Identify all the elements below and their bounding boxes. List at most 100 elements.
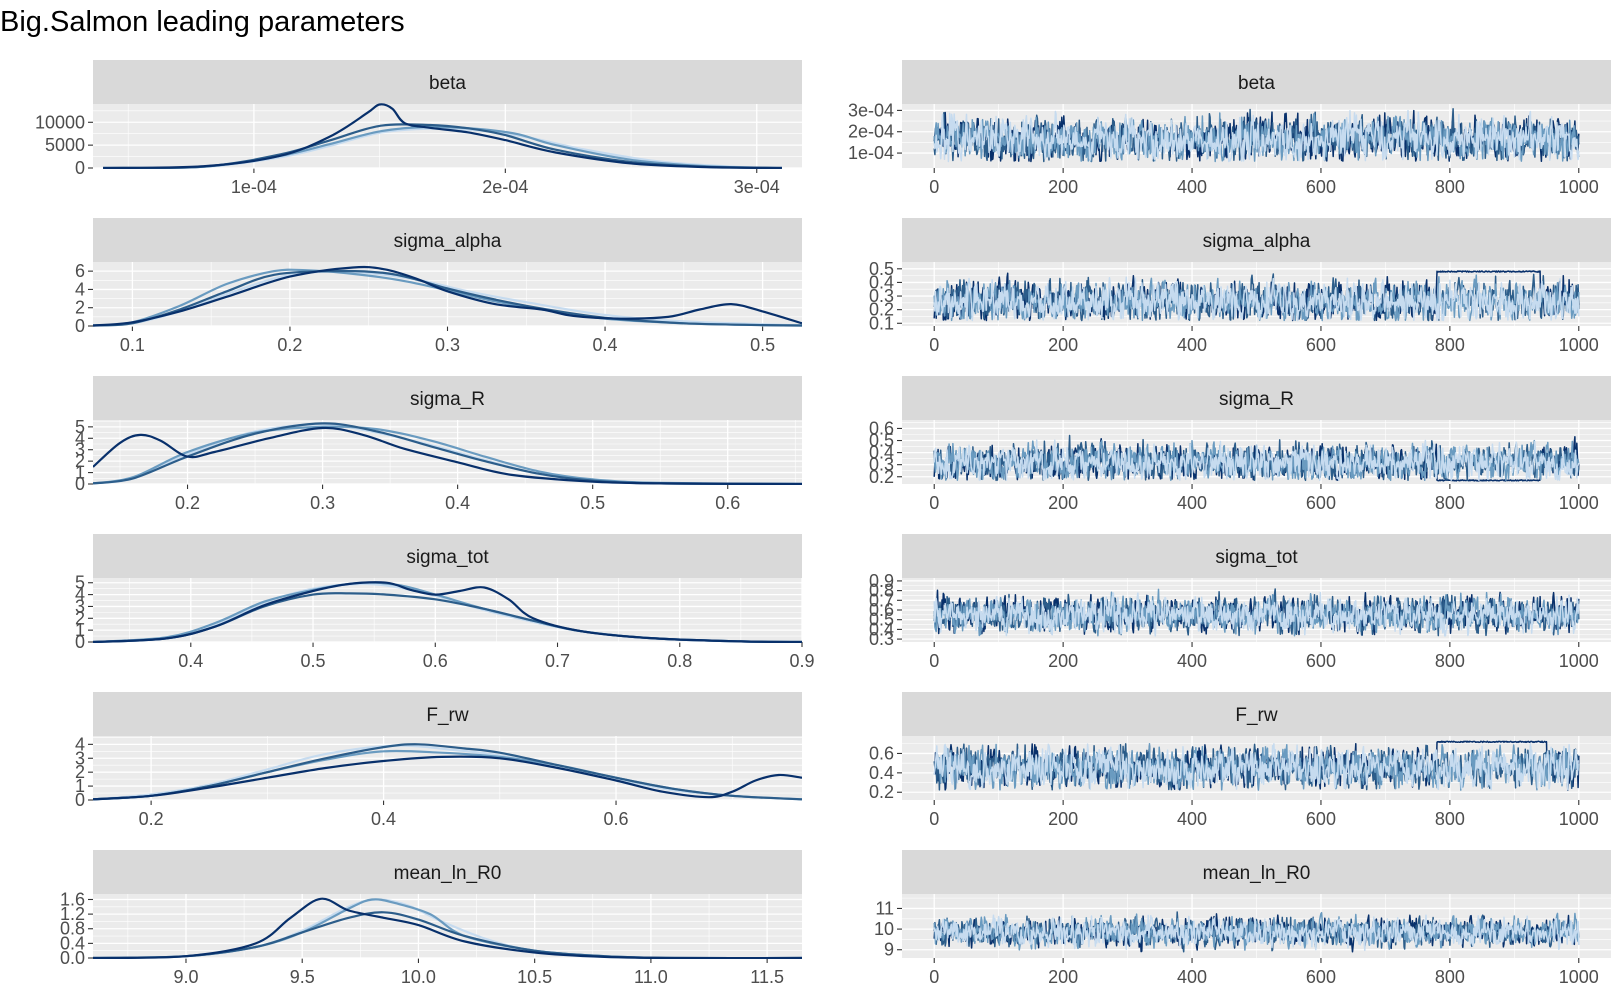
x-tick-label: 0: [929, 335, 939, 355]
x-tick-label: 1000: [1559, 651, 1599, 671]
facet-strip: [902, 534, 1611, 578]
y-tick-label: 2: [75, 298, 85, 318]
x-tick-label: 1000: [1559, 493, 1599, 513]
facet-strip-label: F_rw: [426, 705, 469, 726]
x-tick-label: 400: [1177, 335, 1207, 355]
y-tick-label: 0.5: [869, 610, 894, 630]
facet-strip: [902, 376, 1611, 420]
x-tick-label: 3e-04: [734, 177, 780, 197]
panel-beta-density: beta 1e-04 2e-04 3e-04 0 5000 10000: [35, 60, 802, 197]
y-tick-label: 10000: [35, 112, 85, 132]
facet-strip: [93, 60, 802, 104]
x-tick-label: 0.2: [139, 809, 164, 829]
y-tick-label: 3e-04: [848, 100, 894, 120]
facet-strip: [93, 376, 802, 420]
x-tick-label: 800: [1435, 177, 1465, 197]
density-line-chain-1: [93, 755, 802, 801]
y-tick-label: 4: [75, 585, 85, 605]
x-tick-label: 0: [929, 493, 939, 513]
y-tick-label: 0.2: [869, 782, 894, 802]
y-tick-label: 0.2: [869, 467, 894, 487]
y-tick-label: 0: [75, 790, 85, 810]
x-tick-label: 0.8: [667, 651, 692, 671]
y-tick-label: 5: [75, 573, 85, 593]
facet-strip-label: sigma_R: [1219, 389, 1294, 410]
facet-strip-label: sigma_tot: [1215, 547, 1298, 568]
x-tick-label: 0: [929, 177, 939, 197]
y-tick-label: 0.5: [869, 259, 894, 279]
facet-strip-label: F_rw: [1235, 705, 1278, 726]
trace-line-chain-4: [933, 591, 1580, 637]
y-tick-label: 0: [75, 632, 85, 652]
panel-sigma_alpha-trace: sigma_alpha 0 200 400 600 800 1000 0.10.20.30.4…: [869, 218, 1611, 355]
x-tick-label: 0.9: [789, 651, 814, 671]
x-tick-label: 600: [1306, 335, 1336, 355]
facet-strip: [93, 534, 802, 578]
x-tick-label: 800: [1435, 493, 1465, 513]
y-tick-label: 1: [75, 776, 85, 796]
trace-line-chain-3: [933, 911, 1580, 951]
x-tick-label: 9.0: [173, 967, 198, 987]
x-tick-label: 0.6: [604, 809, 629, 829]
y-tick-label: 1.2: [60, 904, 85, 924]
x-tick-label: 0.2: [175, 493, 200, 513]
x-tick-label: 11.5: [750, 967, 784, 987]
density-line-chain-1: [93, 897, 802, 959]
y-tick-label: 0: [75, 158, 85, 178]
x-tick-label: 0.3: [310, 493, 335, 513]
x-tick-label: 800: [1435, 651, 1465, 671]
y-tick-label: 4: [75, 734, 85, 754]
trace-line-chain-4: [933, 109, 1580, 163]
x-tick-label: 1000: [1559, 967, 1599, 987]
y-tick-label: 0.6: [869, 600, 894, 620]
y-tick-label: 2e-04: [848, 122, 894, 142]
y-tick-label: 1: [75, 620, 85, 640]
facet-strip: [93, 692, 802, 736]
x-tick-label: 600: [1306, 177, 1336, 197]
x-tick-label: 800: [1435, 809, 1465, 829]
y-tick-label: 0.4: [869, 272, 894, 292]
x-tick-label: 200: [1048, 493, 1078, 513]
page-title: Big.Salmon leading parameters: [0, 6, 405, 38]
x-tick-label: 0: [929, 967, 939, 987]
x-tick-label: 800: [1435, 967, 1465, 987]
x-tick-label: 800: [1435, 335, 1465, 355]
trace-line-chain-4: [933, 439, 1580, 482]
x-tick-label: 1000: [1559, 335, 1599, 355]
y-tick-label: 0.9: [869, 571, 894, 591]
facet-strip: [93, 218, 802, 262]
x-tick-label: 0.4: [593, 335, 618, 355]
y-tick-label: 0.3: [869, 629, 894, 649]
y-tick-label: 0.4: [869, 443, 894, 463]
panel-F_rw-trace: F_rw 0 200 400 600 800 1000 0.20.40.6: [869, 692, 1611, 829]
x-tick-label: 600: [1306, 967, 1336, 987]
y-tick-label: 5000: [45, 135, 85, 155]
trace-line-chain-4: [933, 743, 1580, 791]
x-tick-label: 10.5: [517, 967, 552, 987]
x-tick-label: 200: [1048, 177, 1078, 197]
x-tick-label: 0.2: [277, 335, 302, 355]
x-tick-label: 0.3: [435, 335, 460, 355]
y-tick-label: 0.5: [869, 431, 894, 451]
facet-strip: [902, 60, 1611, 104]
facet-strip: [902, 218, 1611, 262]
x-tick-label: 9.5: [290, 967, 315, 987]
x-tick-label: 200: [1048, 651, 1078, 671]
facet-strip: [93, 850, 802, 894]
x-tick-label: 0.5: [580, 493, 605, 513]
density-line-chain-4: [93, 744, 802, 801]
plot-panel: [93, 104, 802, 168]
y-tick-label: 2: [75, 451, 85, 471]
y-tick-label: 0: [75, 474, 85, 494]
x-tick-label: 0.4: [371, 809, 396, 829]
y-tick-label: 4: [75, 279, 85, 299]
x-tick-label: 200: [1048, 809, 1078, 829]
x-tick-label: 0: [929, 809, 939, 829]
y-tick-label: 4: [75, 428, 85, 448]
x-tick-label: 600: [1306, 493, 1336, 513]
y-tick-label: 0.0: [60, 948, 85, 968]
